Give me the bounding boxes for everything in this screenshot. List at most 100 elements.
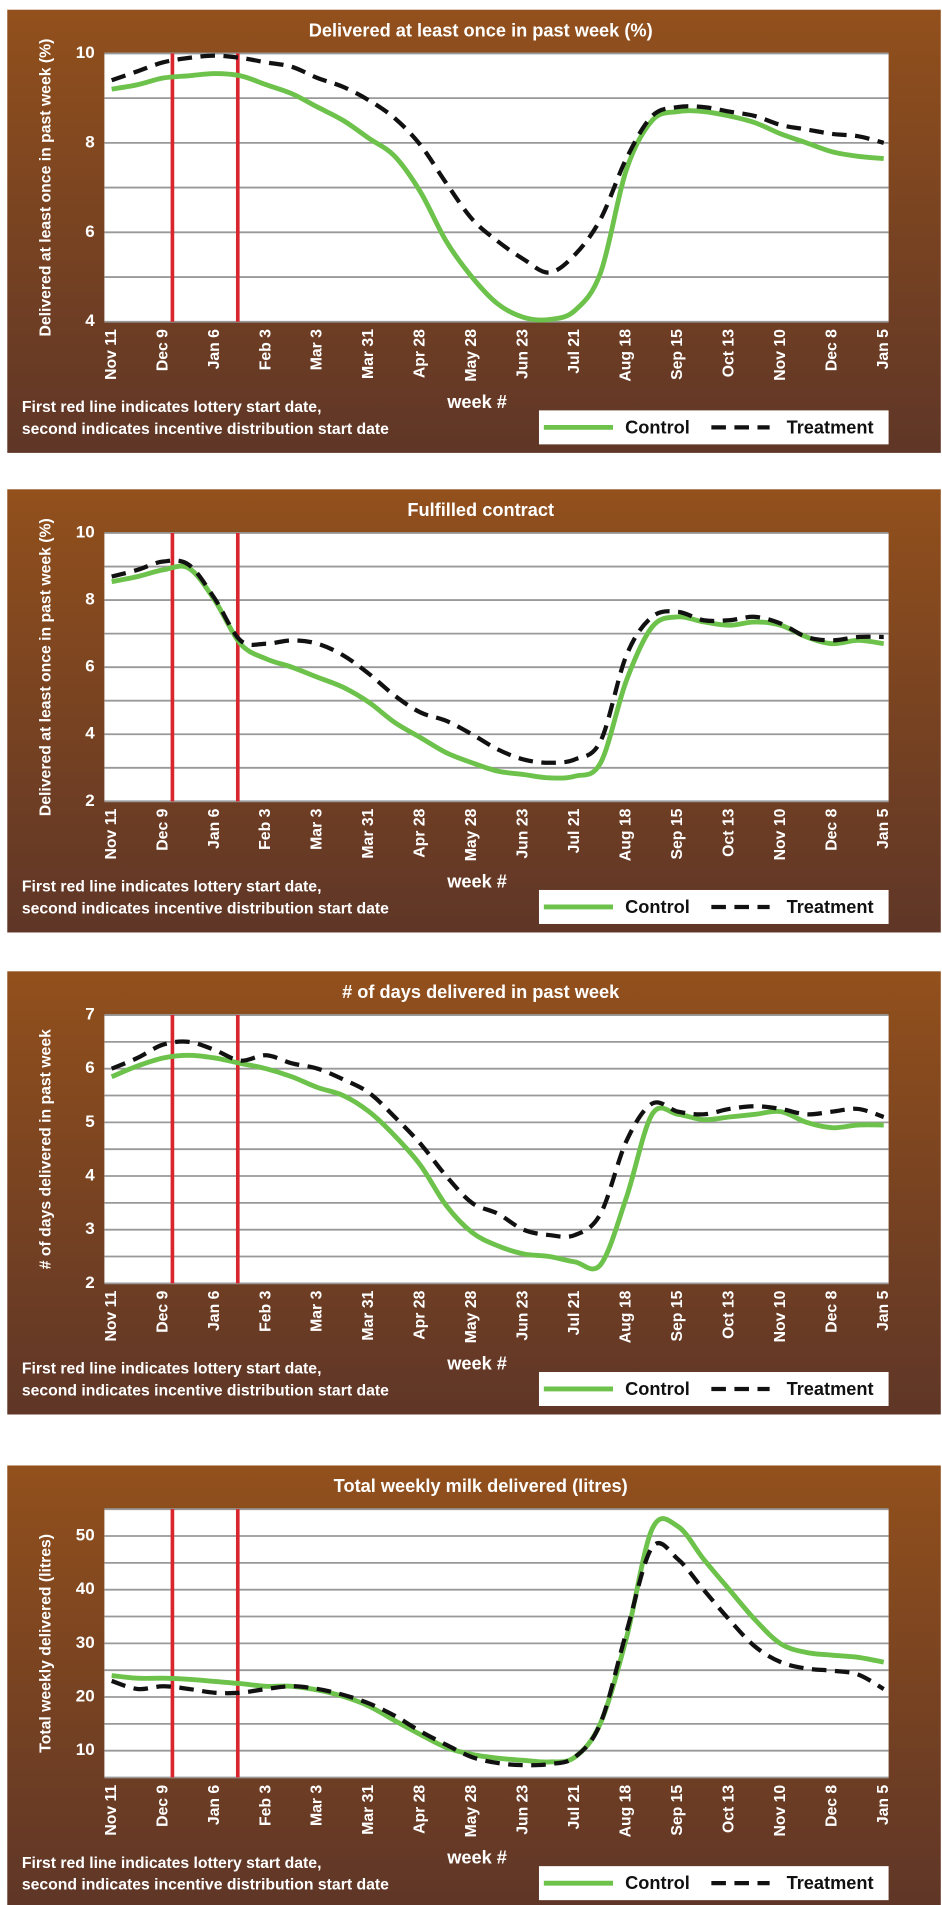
x-tick-label: Jul 21: [566, 1290, 583, 1335]
x-tick-label: Jan 6: [206, 1785, 223, 1826]
y-tick-label: 10: [76, 43, 95, 62]
x-tick-label: Dec 9: [154, 1290, 171, 1332]
x-tick-label: Aug 18: [618, 329, 635, 382]
note: First red line indicates lottery start d…: [22, 1855, 322, 1872]
y-tick-label: 2: [85, 791, 94, 810]
x-axis-label: week #: [446, 392, 507, 412]
legend-label: Control: [625, 417, 690, 437]
x-tick-label: Dec 8: [823, 1785, 840, 1827]
x-tick-label: Feb 3: [257, 1290, 274, 1331]
y-tick-label: 5: [85, 1112, 94, 1131]
y-axis-label: Delivered at least once in past week (%): [37, 39, 54, 337]
x-tick-label: Jul 21: [566, 808, 583, 853]
x-tick-label: Mar 31: [360, 808, 377, 858]
x-tick-label: Jun 23: [515, 1290, 532, 1340]
y-tick-label: 6: [85, 657, 94, 676]
x-tick-label: Mar 31: [360, 1290, 377, 1340]
x-tick-label: Nov 10: [772, 808, 789, 860]
y-axis-label: Total weekly delivered (litres): [37, 1534, 54, 1753]
chart-panel: 10 20 30 40 50 Nov 11 Dec 9 Jan 6 Feb 3 Mar 3 Mar …: [7, 1465, 941, 1905]
x-tick-label: Apr 28: [412, 1290, 429, 1339]
x-tick-label: Sep 15: [669, 1290, 686, 1341]
x-tick-label: Apr 28: [412, 808, 429, 857]
chart-panel: 4 6 8 10 Nov 11 Dec 9 Jan 6 Feb 3 Mar 3 Mar 31 Apr…: [7, 9, 941, 453]
x-tick-label: Sep 15: [669, 1785, 686, 1836]
y-tick-label: 20: [76, 1686, 95, 1705]
x-tick-label: Nov 11: [103, 329, 120, 380]
y-tick-label: 8: [85, 132, 94, 151]
y-tick-label: 10: [76, 522, 95, 541]
x-tick-label: Jul 21: [566, 1785, 583, 1830]
x-tick-label: Oct 13: [720, 808, 737, 856]
y-axis-label: # of days delivered in past week: [37, 1029, 54, 1269]
x-axis-label: week #: [446, 1848, 507, 1868]
x-tick-label: Mar 3: [309, 1785, 326, 1826]
x-tick-label: Feb 3: [257, 808, 274, 849]
x-tick-label: Mar 3: [309, 329, 326, 370]
chart-title: # of days delivered in past week: [342, 982, 620, 1002]
x-tick-label: Jan 6: [206, 329, 223, 370]
x-axis-label: week #: [446, 871, 507, 891]
x-axis-label: week #: [446, 1354, 507, 1374]
y-tick-label: 2: [85, 1273, 94, 1292]
x-tick-label: Sep 15: [669, 329, 686, 380]
x-tick-label: May 28: [463, 808, 480, 861]
x-tick-label: May 28: [463, 1290, 480, 1343]
x-tick-label: Jan 6: [206, 1290, 223, 1331]
y-tick-label: 4: [85, 311, 95, 330]
x-tick-label: Apr 28: [412, 1785, 429, 1834]
series-line: [111, 71, 884, 323]
y-tick-label: 6: [85, 222, 94, 241]
x-tick-label: Jan 5: [875, 1290, 892, 1331]
y-tick-label: 4: [85, 724, 95, 743]
series-line: [111, 563, 885, 781]
note: First red line indicates lottery start d…: [22, 879, 322, 896]
chart-title: Total weekly milk delivered (litres): [334, 1476, 628, 1496]
y-tick-label: 4: [85, 1166, 95, 1185]
chart-panel: 2 3 4 5 6 7 Nov 11 Dec 9 Jan 6 Feb 3 Mar 3 Mar 31 Ap…: [7, 971, 941, 1415]
x-tick-label: May 28: [463, 329, 480, 382]
x-tick-label: Nov 10: [772, 1290, 789, 1342]
legend-label: Control: [625, 1379, 690, 1399]
x-tick-label: Mar 3: [309, 1290, 326, 1331]
x-tick-label: Jun 23: [515, 808, 532, 858]
x-tick-label: Jul 21: [566, 329, 583, 374]
x-tick-label: Oct 13: [720, 329, 737, 377]
x-tick-label: Dec 9: [154, 329, 171, 371]
series-line: [110, 1540, 885, 1768]
x-tick-label: Nov 11: [103, 808, 120, 859]
y-tick-label: 7: [85, 1005, 94, 1024]
note: First red line indicates lottery start d…: [22, 1361, 322, 1378]
note: second indicates incentive distribution …: [22, 1877, 389, 1894]
y-tick-label: 40: [76, 1579, 95, 1598]
y-tick-label: 6: [85, 1058, 94, 1077]
x-tick-label: Feb 3: [257, 1785, 274, 1826]
x-tick-label: Nov 11: [103, 1290, 120, 1341]
note: First red line indicates lottery start d…: [22, 399, 322, 416]
y-tick-label: 30: [76, 1633, 95, 1652]
x-tick-label: Dec 8: [823, 808, 840, 850]
legend-label: Control: [625, 1873, 690, 1893]
x-tick-label: Jan 6: [206, 808, 223, 849]
legend-label: Treatment: [787, 1873, 874, 1893]
x-tick-label: Aug 18: [618, 1290, 635, 1343]
y-tick-label: 3: [85, 1219, 94, 1238]
chart-title: Fulfilled contract: [407, 500, 554, 520]
y-tick-label: 10: [76, 1740, 95, 1759]
x-tick-label: Jun 23: [515, 329, 532, 379]
note: second indicates incentive distribution …: [22, 421, 389, 438]
y-axis-label: Delivered at least once in past week (%): [37, 518, 54, 816]
x-tick-label: Feb 3: [257, 329, 274, 370]
x-tick-label: Jan 5: [875, 808, 892, 849]
x-tick-label: Dec 9: [154, 1785, 171, 1827]
legend-label: Treatment: [787, 417, 874, 437]
x-tick-label: Apr 28: [412, 329, 429, 378]
x-tick-label: Jan 5: [875, 329, 892, 370]
y-tick-label: 8: [85, 590, 94, 609]
x-tick-label: Nov 10: [772, 329, 789, 381]
series-line: [110, 53, 885, 275]
legend-label: Treatment: [787, 1379, 874, 1399]
x-tick-label: Aug 18: [618, 808, 635, 861]
x-tick-label: Mar 31: [360, 1785, 377, 1835]
